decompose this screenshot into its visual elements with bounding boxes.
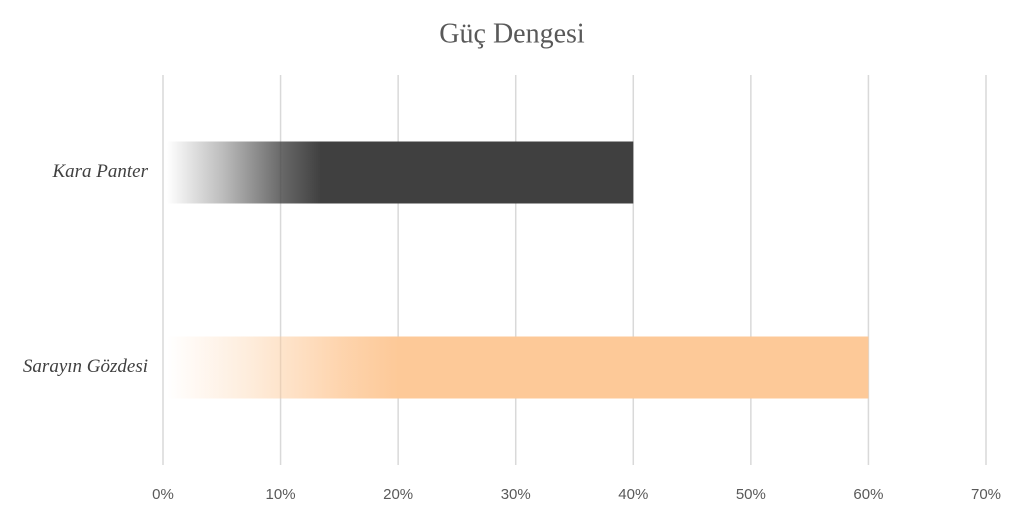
x-tick-label: 20% (383, 486, 413, 503)
x-tick-label: 40% (618, 486, 648, 503)
y-tick-label: Sarayın Gözdesi (23, 356, 148, 377)
x-tick-label: 10% (266, 486, 296, 503)
bar (167, 336, 869, 399)
y-tick-label: Kara Panter (51, 161, 148, 182)
bar (167, 141, 634, 204)
chart-title: Güç Dengesi (439, 18, 585, 49)
x-tick-label: 0% (152, 486, 174, 503)
x-tick-label: 30% (501, 486, 531, 503)
x-tick-label: 50% (736, 486, 766, 503)
x-tick-label: 60% (853, 486, 883, 503)
x-tick-label: 70% (971, 486, 1001, 503)
